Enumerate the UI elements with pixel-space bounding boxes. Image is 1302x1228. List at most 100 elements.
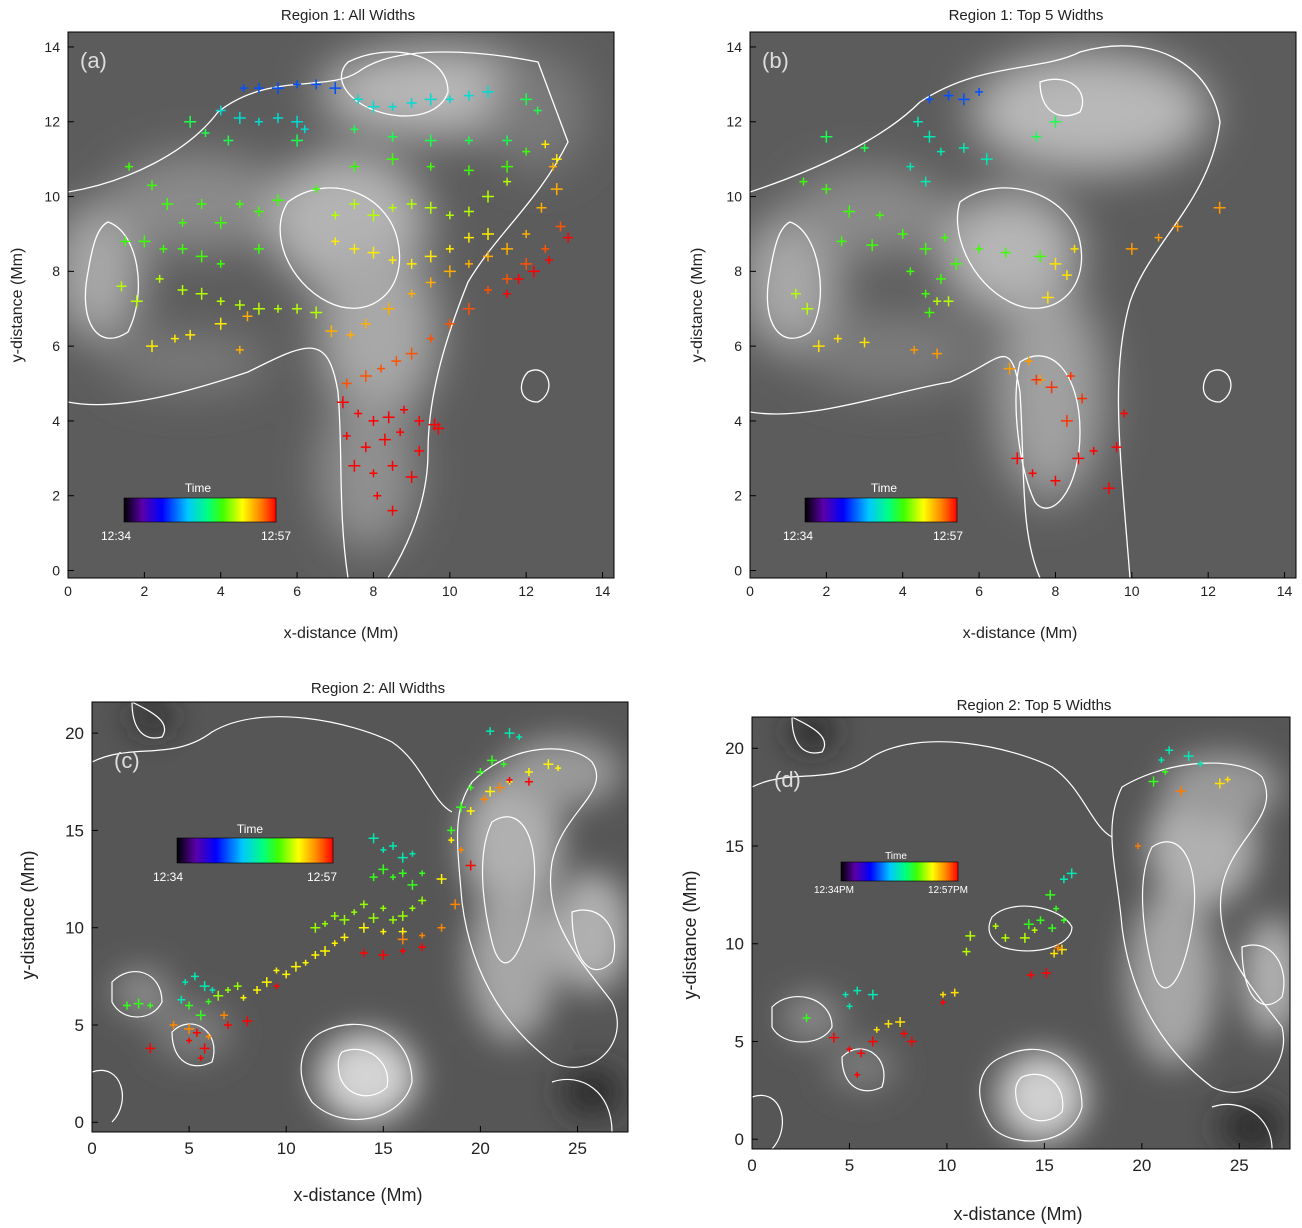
- plus-marker: [273, 983, 280, 990]
- plus-marker: [1183, 751, 1194, 762]
- plus-marker: [516, 734, 523, 741]
- plus-marker: [233, 112, 246, 125]
- plus-marker: [842, 991, 849, 998]
- plus-marker: [504, 728, 515, 739]
- plus-marker: [397, 911, 408, 922]
- plus-marker: [331, 940, 338, 947]
- plus-marker: [895, 1016, 906, 1027]
- plus-marker: [860, 143, 869, 152]
- plus-marker: [799, 177, 808, 186]
- plus-marker: [215, 105, 226, 116]
- plus-marker: [867, 1036, 878, 1047]
- x-tick-label: 15: [374, 1139, 393, 1158]
- plus-marker: [350, 125, 359, 134]
- plus-marker: [522, 229, 531, 238]
- colorbar-start: 12:34: [783, 529, 813, 543]
- plus-marker: [836, 236, 847, 247]
- plus-marker: [409, 850, 416, 857]
- plus-marker: [169, 1020, 178, 1029]
- plus-marker: [545, 256, 554, 265]
- y-tick-label: 6: [734, 338, 742, 354]
- plus-marker: [396, 428, 405, 437]
- plus-marker: [380, 846, 387, 853]
- plus-marker: [235, 345, 244, 354]
- colorbar: Time 12:34PM 12:57PM: [814, 851, 968, 896]
- plus-marker: [199, 1043, 210, 1054]
- x-tick-label: 0: [64, 583, 72, 599]
- plus-marker: [130, 295, 143, 308]
- plus-marker: [484, 286, 492, 295]
- y-tick-label: 10: [44, 188, 60, 204]
- y-axis: 0 2 4 6 8 10 12 14: [726, 39, 756, 578]
- plus-marker: [921, 289, 930, 298]
- plus-marker: [1050, 475, 1061, 486]
- plus-marker: [311, 79, 322, 90]
- plus-marker: [197, 1055, 204, 1062]
- plus-marker: [373, 491, 382, 500]
- x-tick-label: 0: [87, 1139, 96, 1158]
- colorbar-title: Time: [185, 481, 212, 495]
- plus-marker: [500, 761, 507, 768]
- plus-marker: [992, 923, 999, 930]
- plus-marker: [1120, 409, 1129, 418]
- y-tick-label: 4: [734, 413, 742, 429]
- plus-marker: [161, 198, 174, 211]
- y-tick-label: 5: [75, 1016, 84, 1035]
- plus-marker: [548, 162, 557, 171]
- y-tick-label: 6: [52, 338, 60, 354]
- plus-marker: [272, 194, 284, 207]
- plus-marker: [943, 296, 954, 307]
- plus-marker: [828, 1032, 839, 1043]
- plus-marker: [820, 130, 833, 143]
- colorbar-gradient: [123, 497, 277, 523]
- plus-marker: [1041, 968, 1052, 979]
- plus-marker: [209, 986, 216, 993]
- plus-marker: [291, 115, 304, 128]
- plus-marker: [1060, 414, 1073, 427]
- plus-marker: [418, 896, 427, 905]
- plus-marker: [1024, 357, 1033, 366]
- plus-marker: [910, 345, 919, 354]
- plus-marker: [424, 250, 437, 263]
- x-tick-label: 12: [518, 583, 534, 599]
- plus-marker: [873, 1026, 880, 1033]
- plus-marker: [320, 946, 331, 957]
- plus-marker: [147, 180, 157, 191]
- plus-marker: [801, 302, 814, 315]
- colorbar-start: 12:34: [101, 529, 131, 543]
- colorbar-end: 12:57: [307, 870, 337, 884]
- y-tick-label: 0: [734, 562, 742, 578]
- x-tick-label: 4: [899, 583, 907, 599]
- plus-marker: [476, 768, 485, 777]
- panel-d: Region 2: Top 5 Widths: [680, 697, 1291, 1224]
- plus-marker: [933, 297, 942, 306]
- plus-marker: [387, 460, 398, 471]
- plus-marker: [443, 265, 456, 278]
- contour-lines: [92, 702, 618, 1132]
- plus-marker: [1134, 843, 1141, 850]
- colorbar-gradient: [804, 497, 958, 523]
- x-axis: 0 5 10 15 20 25: [747, 1143, 1249, 1175]
- plus-marker: [445, 211, 454, 220]
- plus-marker: [382, 302, 395, 315]
- plus-marker: [501, 242, 514, 255]
- plus-marker: [1214, 778, 1225, 789]
- plus-marker: [520, 257, 533, 270]
- plus-marker: [426, 334, 435, 343]
- plus-marker: [388, 203, 397, 212]
- plus-marker: [253, 985, 262, 994]
- y-tick-label: 10: [726, 188, 742, 204]
- contour-lines: [68, 51, 569, 578]
- plus-marker: [463, 165, 474, 176]
- plus-marker: [233, 982, 242, 991]
- plus-marker: [536, 202, 547, 213]
- plus-marker: [253, 83, 264, 94]
- plus-marker: [184, 115, 197, 128]
- plus-marker: [292, 303, 303, 314]
- plus-marker: [380, 928, 387, 935]
- x-axis-label: x-distance (Mm): [293, 1185, 422, 1205]
- plus-marker: [253, 243, 264, 254]
- plus-marker: [300, 125, 309, 134]
- plus-marker: [378, 433, 391, 446]
- plus-marker: [311, 950, 320, 959]
